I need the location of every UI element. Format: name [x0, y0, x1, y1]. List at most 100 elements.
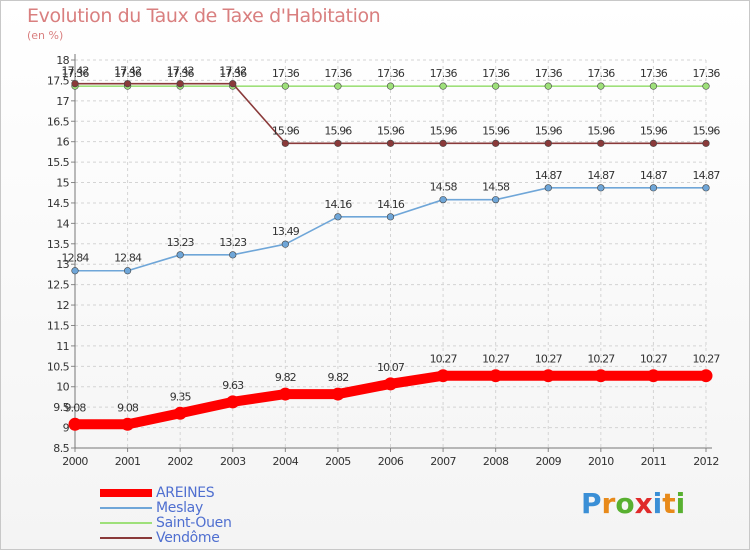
data-point-saint-ouen: [334, 82, 342, 90]
y-tick-label: 17.5: [47, 74, 70, 87]
x-tick-label: 2004: [273, 455, 299, 468]
data-label-meslay: 12.84: [62, 252, 90, 265]
data-label-vend-me: 17.42: [219, 65, 246, 78]
y-tick-label: 14: [56, 217, 69, 230]
data-point-saint-ouen: [544, 82, 552, 90]
data-point-vend-me: [229, 80, 237, 88]
y-tick-label: 12: [56, 299, 69, 312]
data-label-vend-me: 17.42: [167, 65, 194, 78]
data-label-areines: 9.63: [222, 379, 244, 392]
data-point-vend-me: [492, 139, 500, 147]
data-label-vend-me: 15.96: [324, 124, 352, 137]
data-label-saint-ouen: 17.36: [272, 67, 300, 80]
data-point-areines: [121, 417, 135, 431]
y-tick-label: 14.5: [47, 197, 70, 210]
x-tick-label: 2008: [483, 455, 509, 468]
y-tick-label: 15.5: [47, 156, 70, 169]
data-label-vend-me: 15.96: [587, 124, 615, 137]
x-tick-label: 2009: [535, 455, 561, 468]
y-tick-label: 15: [56, 177, 69, 190]
data-point-meslay: [702, 184, 710, 192]
x-tick-label: 2001: [115, 455, 141, 468]
data-label-areines: 10.27: [535, 353, 563, 366]
x-tick-label: 2011: [641, 455, 667, 468]
legend-item-areines: AREINES: [100, 485, 300, 501]
logo-letter: x: [634, 487, 653, 520]
legend-swatch-meslay: [100, 507, 152, 509]
data-point-saint-ouen: [649, 82, 658, 90]
y-tick-label: 9.5: [53, 401, 69, 414]
data-point-meslay: [123, 267, 132, 275]
data-label-vend-me: 15.96: [640, 124, 668, 137]
data-label-saint-ouen: 17.36: [430, 67, 458, 80]
data-label-saint-ouen: 17.36: [62, 67, 90, 80]
data-label-areines: 10.27: [693, 353, 721, 366]
legend-swatch-areines: [100, 489, 152, 497]
data-point-meslay: [176, 251, 184, 259]
legend-item-saint-ouen: Saint-Ouen: [100, 515, 300, 531]
data-point-vend-me: [702, 139, 710, 147]
x-tick-label: 2005: [325, 455, 351, 468]
data-point-saint-ouen: [702, 82, 710, 90]
data-point-meslay: [649, 184, 658, 192]
data-label-meslay: 12.84: [114, 252, 142, 265]
logo-letter: r: [601, 487, 616, 520]
y-tick-label: 10: [56, 381, 69, 394]
data-point-meslay: [492, 196, 500, 204]
data-label-saint-ouen: 17.36: [535, 67, 563, 80]
y-tick-label: 17: [56, 95, 69, 108]
data-label-saint-ouen: 17.36: [640, 67, 668, 80]
data-point-vend-me: [71, 80, 79, 88]
data-label-areines: 10.07: [377, 361, 405, 374]
data-point-areines: [384, 377, 397, 391]
data-point-vend-me: [597, 139, 605, 147]
data-label-areines: 9.08: [117, 401, 139, 414]
data-point-meslay: [386, 213, 395, 221]
data-label-saint-ouen: 17.36: [482, 67, 510, 80]
y-tick-label: 11.5: [47, 319, 70, 332]
data-label-areines: 10.27: [430, 353, 458, 366]
proxiti-logo: Proxiti: [581, 487, 685, 520]
data-point-vend-me: [281, 139, 289, 147]
data-point-vend-me: [386, 139, 395, 147]
data-label-areines: 10.27: [640, 353, 668, 366]
data-label-vend-me: 15.96: [693, 124, 721, 137]
chart-subtitle: (en %): [27, 29, 64, 42]
data-label-vend-me: 15.96: [272, 124, 300, 137]
data-point-meslay: [544, 184, 552, 192]
data-point-vend-me: [334, 139, 342, 147]
y-tick-label: 13: [56, 258, 69, 271]
x-tick-label: 2010: [588, 455, 614, 468]
data-point-areines: [436, 369, 450, 383]
data-point-vend-me: [123, 80, 132, 88]
data-label-areines: 9.82: [275, 371, 296, 384]
x-tick-label: 2007: [430, 455, 456, 468]
logo-letter: P: [581, 487, 602, 520]
y-tick-label: 16.5: [47, 115, 70, 128]
logo-letter: t: [662, 487, 676, 520]
y-tick-label: 13.5: [47, 238, 70, 251]
data-point-meslay: [229, 251, 237, 259]
logo-letter: o: [615, 487, 635, 520]
x-tick-label: 2000: [62, 455, 88, 468]
data-label-meslay: 13.49: [272, 225, 300, 238]
y-tick-label: 8.5: [53, 442, 69, 455]
legend-item-meslay: Meslay: [100, 500, 300, 516]
data-label-vend-me: 17.42: [62, 65, 89, 78]
legend-label-meslay: Meslay: [156, 500, 203, 516]
data-point-areines: [278, 387, 292, 401]
legend-label-areines: AREINES: [156, 485, 215, 501]
data-point-meslay: [281, 240, 289, 248]
data-label-saint-ouen: 17.36: [114, 67, 142, 80]
y-tick-label: 16: [56, 136, 69, 149]
data-point-saint-ouen: [281, 82, 289, 90]
data-point-saint-ouen: [597, 82, 605, 90]
data-label-areines: 9.35: [170, 390, 192, 403]
y-tick-label: 12.5: [47, 279, 70, 292]
data-point-areines: [226, 395, 240, 409]
data-point-meslay: [71, 267, 79, 275]
data-label-meslay: 13.23: [219, 236, 247, 249]
data-label-meslay: 14.58: [430, 181, 458, 194]
data-label-areines: 10.27: [482, 353, 510, 366]
